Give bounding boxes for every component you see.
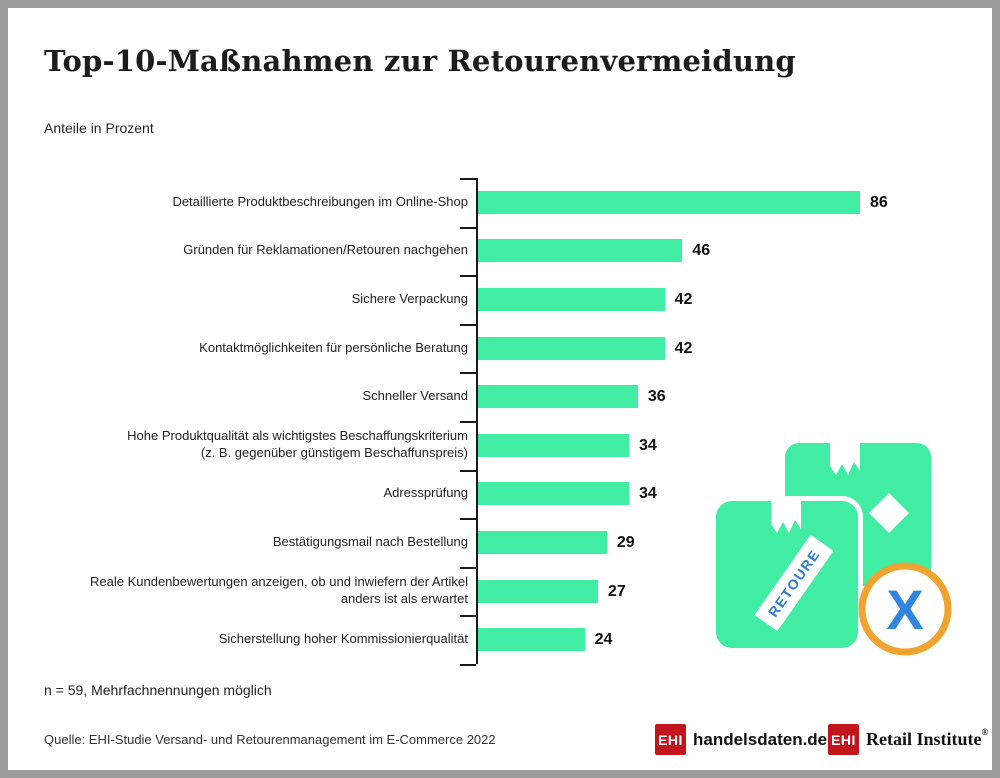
bar [478, 531, 607, 554]
value-label: 36 [647, 388, 666, 406]
bar [478, 482, 630, 506]
category-label: Kontaktmöglichkeiten für persönliche Ber… [199, 339, 468, 355]
logo-ehi-handelsdaten: EHI handelsdaten.de [655, 724, 827, 755]
axis-tick [460, 372, 476, 375]
retoure-stamp-label [755, 535, 833, 631]
registered-trademark-icon: ® [981, 727, 989, 737]
y-axis-line [476, 178, 478, 664]
category-label: Adressprüfung [383, 485, 468, 501]
chart-subtitle: Anteile in Prozent [44, 120, 154, 136]
back-package-torn-tape-icon [830, 443, 860, 475]
source-line: Quelle: EHI-Studie Versand- und Retouren… [44, 732, 496, 747]
category-label: Detaillierte Produktbeschreibungen im On… [172, 193, 468, 209]
bar [478, 385, 638, 409]
category-label: Sichere Verpackung [351, 291, 468, 307]
return-package-illustration: RETOURE X [711, 443, 952, 656]
axis-tick [460, 469, 476, 472]
ehi-badge-icon: EHI [655, 724, 686, 755]
axis-tick [460, 178, 476, 180]
axis-tick [460, 421, 476, 423]
front-package-torn-tape-icon [771, 501, 801, 533]
ehi-badge-icon: EHI [828, 724, 859, 755]
axis-tick [460, 226, 476, 229]
category-label: Sicherstellung hoher Kommissionierqualit… [218, 631, 468, 647]
value-label: 42 [674, 339, 693, 357]
axis-tick [460, 664, 476, 666]
bar [478, 336, 665, 360]
value-label: 24 [594, 631, 613, 649]
value-label: 46 [692, 242, 711, 260]
category-label: Hohe Produktqualität als wichtigstes Bes… [127, 428, 468, 461]
axis-tick [460, 275, 476, 278]
value-label: 34 [639, 485, 657, 503]
sample-footnote: n = 59, Mehrfachnennungen möglich [44, 682, 272, 698]
bar [478, 628, 585, 652]
page-title: Top-10-Maßnahmen zur Retourenvermeidung [44, 44, 796, 78]
value-label: 86 [870, 193, 888, 211]
category-label: Gründen für Reklamationen/Retouren nachg… [183, 242, 468, 258]
category-label: Schneller Versand [362, 388, 468, 404]
category-label: Reale Kundenbewertungen anzeigen, ob und… [90, 574, 468, 607]
retail-institute-label: Retail Institute [866, 729, 982, 749]
bar [478, 579, 598, 603]
bar [478, 288, 665, 311]
x-mark-icon: X [886, 578, 923, 641]
value-label: 29 [616, 534, 635, 551]
circle-ring-icon [858, 562, 952, 656]
axis-tick [460, 323, 476, 326]
axis-tick [460, 615, 476, 618]
value-label: 34 [639, 436, 657, 454]
handelsdaten-logo-text: handelsdaten.de [693, 729, 828, 749]
bar [478, 190, 860, 214]
bar [478, 239, 683, 263]
axis-tick [460, 518, 476, 521]
value-label: 42 [674, 291, 693, 308]
category-label: Bestätigungsmail nach Bestellung [272, 534, 468, 550]
return-arrow-icon [869, 493, 909, 533]
axis-tick [460, 566, 476, 569]
bar-chart: Detaillierte Produktbeschreibungen im On… [44, 178, 964, 666]
logo-ehi-retail-institute: EHI Retail Institute® [828, 724, 988, 755]
bar [478, 433, 630, 457]
retail-institute-logo-text: Retail Institute® [866, 727, 989, 750]
value-label: 27 [607, 582, 626, 600]
